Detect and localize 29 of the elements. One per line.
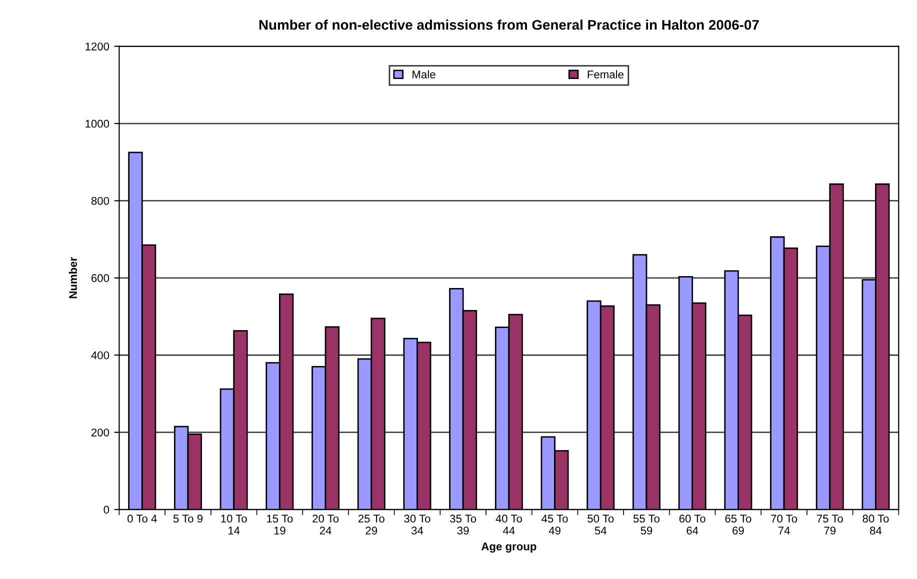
chart-title: Number of non-elective admissions from General Practice in Halton 2006-07 — [259, 20, 759, 30]
y-tick-label: 200 — [92, 428, 110, 436]
legend-label: Male — [412, 70, 436, 78]
x-axis-title: Age group — [481, 542, 536, 553]
x-tick-label: 0 To 4 — [128, 514, 157, 523]
y-tick-label: 0 — [104, 506, 110, 514]
x-tick-label: 50 To 54 — [588, 514, 614, 535]
x-tick-label: 15 To 19 — [267, 514, 293, 535]
x-tick-label: 60 To 64 — [679, 514, 706, 535]
y-tick-label: 600 — [92, 274, 110, 282]
y-tick-label: 1200 — [86, 42, 110, 50]
x-tick-label: 35 To 39 — [450, 514, 476, 535]
x-tick-label: 75 To 79 — [816, 514, 843, 535]
x-tick-label: 20 To 24 — [312, 514, 339, 534]
x-tick-label: 70 To 74 — [771, 514, 798, 534]
x-tick-label: 65 To 69 — [725, 514, 752, 535]
y-tick-label: 1000 — [86, 120, 110, 128]
x-tick-label: 45 To 49 — [542, 514, 568, 535]
x-tick-label: 10 To 14 — [221, 514, 247, 534]
x-tick-label: 25 To 29 — [358, 514, 384, 535]
x-tick-label: 80 To 84 — [862, 514, 889, 535]
x-tick-label: 5 To 9 — [173, 514, 202, 523]
y-tick-label: 400 — [91, 351, 110, 360]
x-tick-label: 40 To 44 — [496, 514, 522, 534]
legend-label: Female — [588, 70, 624, 78]
y-tick-label: 800 — [91, 196, 110, 205]
y-axis-title: Number — [68, 257, 78, 298]
x-tick-label: 30 To 34 — [404, 514, 430, 535]
x-tick-label: 55 To 59 — [633, 514, 660, 535]
